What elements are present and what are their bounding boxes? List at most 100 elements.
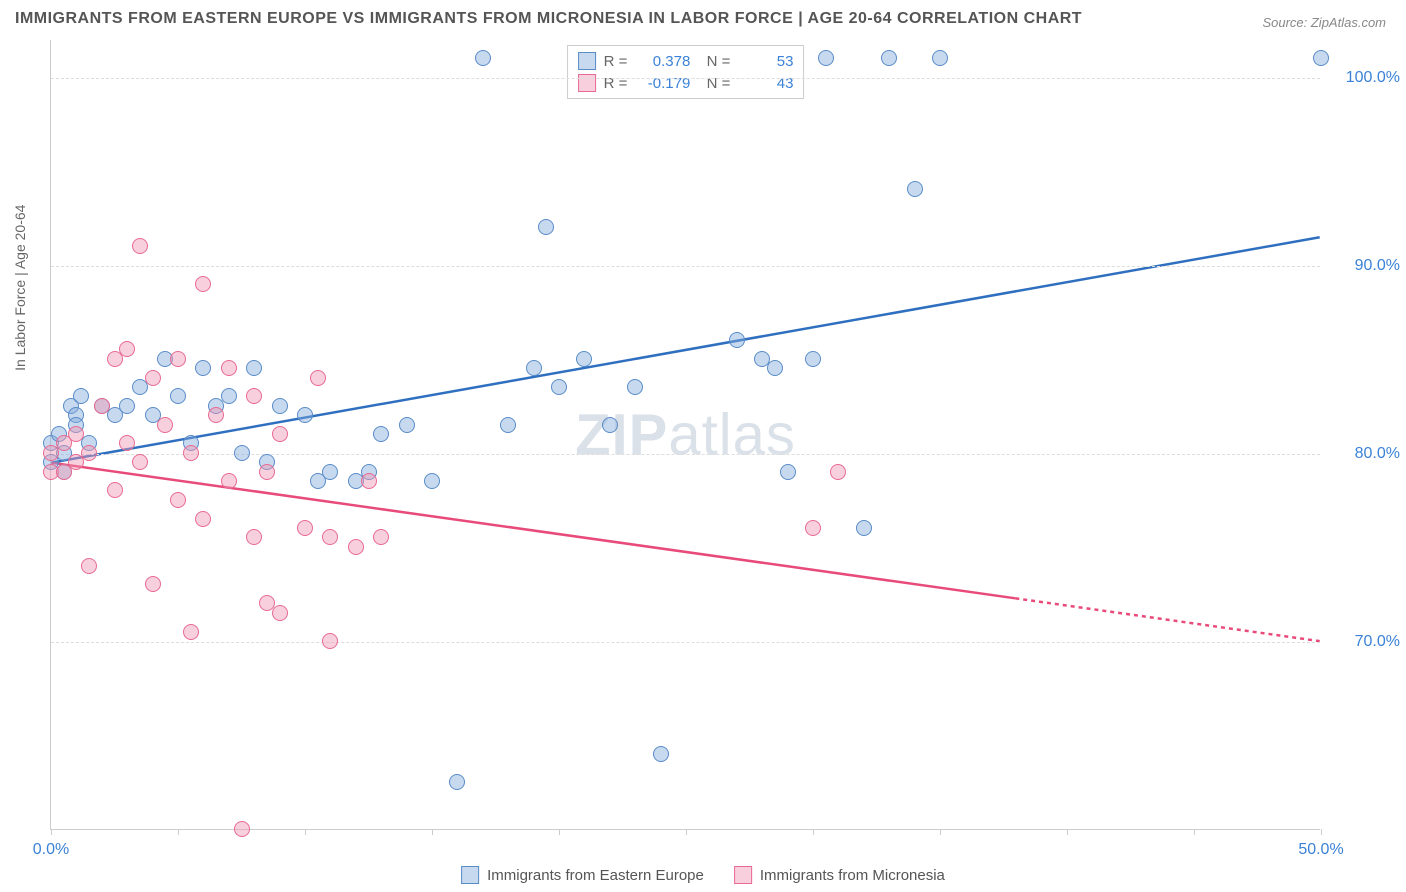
trend-line bbox=[1015, 598, 1319, 641]
ytick-label: 70.0% bbox=[1355, 633, 1400, 651]
scatter-point bbox=[576, 351, 592, 367]
scatter-point bbox=[449, 774, 465, 790]
stats-row: R = 0.378 N = 53 bbox=[578, 50, 794, 72]
scatter-point bbox=[221, 360, 237, 376]
xtick bbox=[940, 829, 941, 835]
scatter-point bbox=[881, 50, 897, 66]
scatter-point bbox=[932, 50, 948, 66]
xtick bbox=[178, 829, 179, 835]
scatter-point bbox=[208, 407, 224, 423]
scatter-point bbox=[399, 417, 415, 433]
scatter-point bbox=[322, 464, 338, 480]
n-value: 53 bbox=[738, 53, 793, 70]
xtick-label: 0.0% bbox=[33, 841, 69, 859]
scatter-point bbox=[145, 576, 161, 592]
watermark-text: ZIPatlas bbox=[575, 401, 796, 468]
scatter-point bbox=[234, 445, 250, 461]
ytick-label: 90.0% bbox=[1355, 257, 1400, 275]
xtick bbox=[305, 829, 306, 835]
scatter-point bbox=[73, 388, 89, 404]
xtick bbox=[1194, 829, 1195, 835]
bottom-legend: Immigrants from Eastern Europe Immigrants… bbox=[461, 866, 945, 884]
scatter-point bbox=[246, 360, 262, 376]
scatter-point bbox=[907, 181, 923, 197]
scatter-point bbox=[348, 539, 364, 555]
scatter-point bbox=[195, 276, 211, 292]
source-attribution: Source: ZipAtlas.com bbox=[1262, 15, 1386, 30]
gridline-h bbox=[51, 642, 1320, 643]
scatter-point bbox=[500, 417, 516, 433]
scatter-point bbox=[373, 426, 389, 442]
scatter-point bbox=[170, 388, 186, 404]
xtick bbox=[1321, 829, 1322, 835]
scatter-point bbox=[246, 388, 262, 404]
legend-label: Immigrants from Micronesia bbox=[760, 867, 945, 884]
xtick-label: 50.0% bbox=[1298, 841, 1343, 859]
scatter-point bbox=[272, 605, 288, 621]
scatter-point bbox=[119, 435, 135, 451]
scatter-point bbox=[145, 370, 161, 386]
y-axis-label: In Labor Force | Age 20-64 bbox=[12, 205, 28, 371]
correlation-stats-box: R = 0.378 N = 53R = -0.179 N = 43 bbox=[567, 45, 805, 99]
scatter-point bbox=[424, 473, 440, 489]
scatter-point bbox=[246, 529, 262, 545]
xtick bbox=[432, 829, 433, 835]
n-label: N = bbox=[698, 53, 730, 70]
r-label: R = bbox=[604, 53, 628, 70]
scatter-point bbox=[653, 746, 669, 762]
scatter-point bbox=[856, 520, 872, 536]
scatter-point bbox=[195, 511, 211, 527]
scatter-point bbox=[94, 398, 110, 414]
scatter-point bbox=[805, 351, 821, 367]
scatter-point bbox=[322, 633, 338, 649]
scatter-point bbox=[297, 520, 313, 536]
scatter-point bbox=[183, 445, 199, 461]
scatter-point bbox=[551, 379, 567, 395]
scatter-point bbox=[538, 219, 554, 235]
scatter-point bbox=[602, 417, 618, 433]
scatter-point bbox=[132, 454, 148, 470]
legend-swatch bbox=[461, 866, 479, 884]
legend-swatch bbox=[578, 52, 596, 70]
stats-row: R = -0.179 N = 43 bbox=[578, 72, 794, 94]
chart-plot-area: ZIPatlas R = 0.378 N = 53R = -0.179 N = … bbox=[50, 40, 1320, 830]
xtick bbox=[1067, 829, 1068, 835]
scatter-point bbox=[805, 520, 821, 536]
scatter-point bbox=[107, 482, 123, 498]
scatter-point bbox=[119, 398, 135, 414]
scatter-point bbox=[780, 464, 796, 480]
scatter-point bbox=[818, 50, 834, 66]
xtick bbox=[686, 829, 687, 835]
legend-item: Immigrants from Micronesia bbox=[734, 866, 945, 884]
scatter-point bbox=[259, 464, 275, 480]
scatter-point bbox=[183, 624, 199, 640]
scatter-point bbox=[157, 417, 173, 433]
scatter-point bbox=[68, 426, 84, 442]
scatter-point bbox=[221, 473, 237, 489]
chart-title: IMMIGRANTS FROM EASTERN EUROPE VS IMMIGR… bbox=[15, 10, 1082, 28]
scatter-point bbox=[361, 473, 377, 489]
ytick-label: 100.0% bbox=[1346, 69, 1400, 87]
scatter-point bbox=[272, 426, 288, 442]
scatter-point bbox=[170, 351, 186, 367]
scatter-point bbox=[627, 379, 643, 395]
ytick-label: 80.0% bbox=[1355, 445, 1400, 463]
trend-line bbox=[51, 237, 1319, 462]
scatter-point bbox=[310, 370, 326, 386]
gridline-h bbox=[51, 266, 1320, 267]
scatter-point bbox=[119, 341, 135, 357]
scatter-point bbox=[170, 492, 186, 508]
scatter-point bbox=[526, 360, 542, 376]
xtick bbox=[813, 829, 814, 835]
scatter-point bbox=[1313, 50, 1329, 66]
scatter-point bbox=[767, 360, 783, 376]
trend-lines-svg bbox=[51, 40, 1320, 829]
legend-item: Immigrants from Eastern Europe bbox=[461, 866, 704, 884]
scatter-point bbox=[322, 529, 338, 545]
scatter-point bbox=[234, 821, 250, 837]
scatter-point bbox=[132, 238, 148, 254]
xtick bbox=[559, 829, 560, 835]
legend-swatch bbox=[734, 866, 752, 884]
scatter-point bbox=[221, 388, 237, 404]
scatter-point bbox=[830, 464, 846, 480]
